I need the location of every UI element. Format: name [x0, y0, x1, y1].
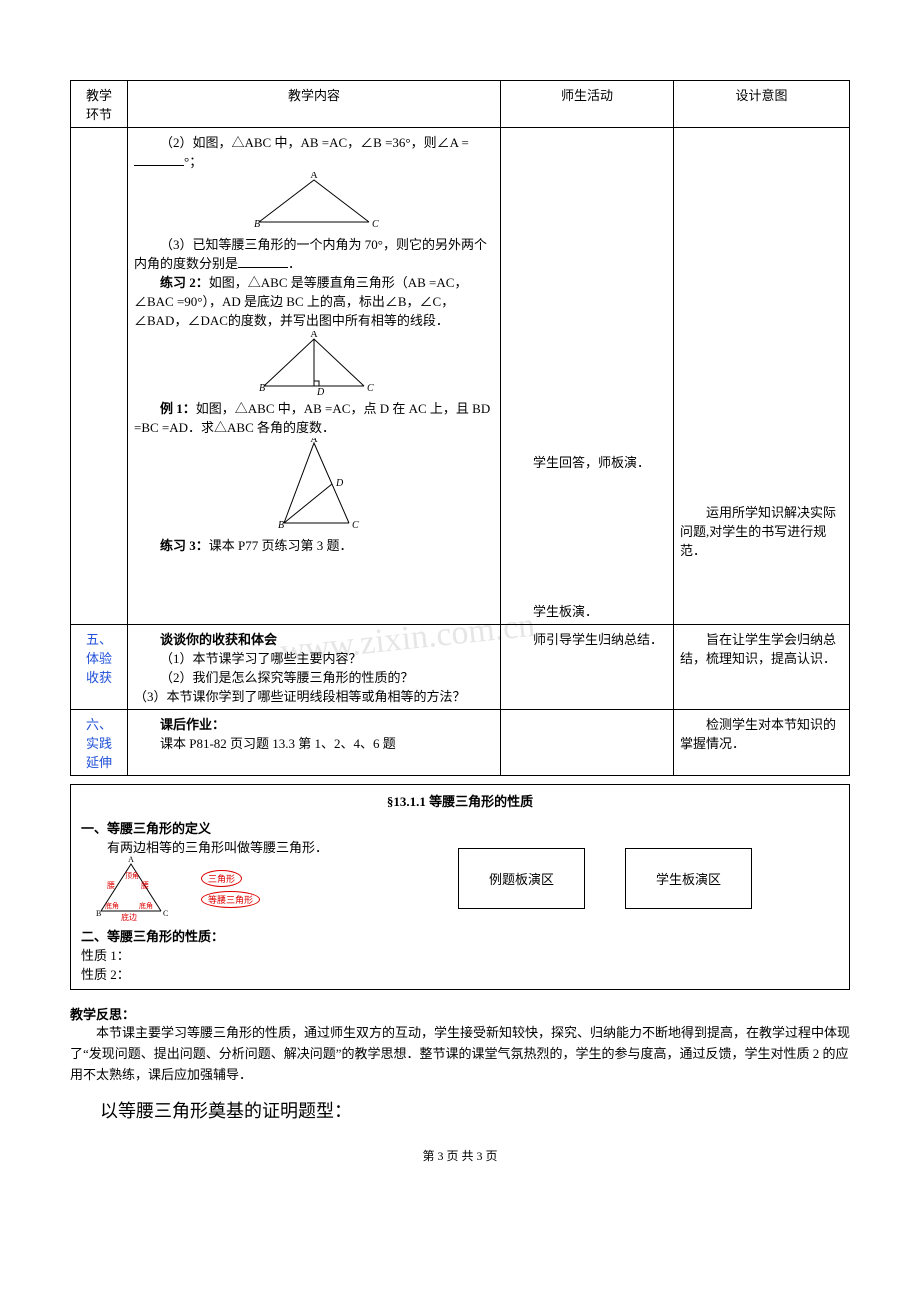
example-demo-box: 例题板演区	[458, 848, 585, 909]
activity-cell: 学生回答，师板演． 学生板演．	[501, 128, 674, 625]
triangle-diagram-2: A B C D	[239, 331, 389, 396]
lesson-table: 教学 环节 教学内容 师生活动 设计意图 （2）如图，△ABC 中，AB =AC…	[70, 80, 850, 776]
exercise-3-text: 课本 P77 页练习第 3 题．	[209, 538, 353, 553]
board-sec1-title: 一、等腰三角形的定义	[81, 818, 341, 837]
teaching-reflection: 教学反思： 本节课主要学习等腰三角形的性质，通过师生双方的互动，学生接受新知较快…	[70, 1004, 850, 1085]
svg-text:B: B	[259, 383, 265, 394]
problem-2-text: （2）如图，△ABC 中，AB =AC，∠B =36°，则∠A =	[160, 135, 469, 150]
reflection-body: 本节课主要学习等腰三角形的性质，通过师生双方的互动，学生接受新知较快，探究、归纳…	[70, 1023, 850, 1085]
header-design: 设计意图	[674, 81, 850, 128]
svg-text:B: B	[278, 520, 284, 531]
table-row: 五、 体验 收获 谈谈你的收获和体会 （1）本节课学习了哪些主要内容？ （2）我…	[71, 625, 850, 710]
design-text: 运用所学知识解决实际问题,对学生的书写进行规范．	[680, 502, 843, 559]
svg-text:D: D	[316, 387, 325, 396]
triangle-diagram-3: A B C D	[254, 438, 374, 533]
problem-3: （3）已知等腰三角形的一个内角为 70°，则它的另外两个内角的度数分别是．	[134, 234, 494, 272]
oval-label-2: 等腰三角形	[201, 891, 260, 908]
problem-2: （2）如图，△ABC 中，AB =AC，∠B =36°，则∠A = °；	[134, 132, 494, 170]
exercise-2-label: 练习 2：	[160, 275, 209, 290]
exercise-3: 练习 3：课本 P77 页练习第 3 题．	[134, 535, 494, 554]
oval-label-1: 三角形	[201, 870, 242, 887]
summary-q3: （3）本节课你学到了哪些证明线段相等或角相等的方法？	[134, 686, 494, 705]
svg-text:C: C	[163, 909, 168, 918]
board-design-table: §13.1.1 等腰三角形的性质 一、等腰三角形的定义 有两边相等的三角形叫做等…	[70, 784, 850, 990]
svg-text:A: A	[128, 856, 134, 864]
activity-5: 师引导学生归纳总结．	[507, 629, 667, 648]
stage-6: 六、 实践 延伸	[71, 710, 128, 776]
table-row: （2）如图，△ABC 中，AB =AC，∠B =36°，则∠A = °； A B…	[71, 128, 850, 625]
summary-q2: （2）我们是怎么探究等腰三角形的性质的？	[134, 667, 494, 686]
design-6: 检测学生对本节知识的掌握情况．	[680, 714, 843, 752]
activity-2: 学生板演．	[507, 601, 667, 620]
student-demo-box: 学生板演区	[625, 848, 752, 909]
page-footer: 第 3 页 共 3 页	[70, 1147, 850, 1164]
header-content: 教学内容	[128, 81, 501, 128]
board-title: §13.1.1 等腰三角形的性质	[81, 791, 839, 810]
labeled-triangle-icon: A B C 腰 腰 顶角 底角 底角 底边	[81, 856, 201, 921]
svg-text:B: B	[254, 219, 260, 230]
design-5: 旨在让学生学会归纳总结，梳理知识，提高认识．	[680, 629, 843, 667]
triangle-diagram-1: A B C	[239, 172, 389, 232]
svg-text:顶角: 顶角	[125, 871, 139, 880]
exercise-3-label: 练习 3：	[160, 538, 209, 553]
stage-5: 五、 体验 收获	[71, 625, 128, 710]
svg-text:底角: 底角	[139, 901, 153, 910]
svg-text:B: B	[96, 909, 101, 918]
final-heading: 以等腰三角形奠基的证明题型：	[100, 1097, 850, 1123]
problem-3-end: ．	[288, 256, 301, 271]
problem-3-text: （3）已知等腰三角形的一个内角为 70°，则它的另外两个内角的度数分别是	[134, 237, 487, 271]
example-1: 例 1：如图，△ABC 中，AB =AC，点 D 在 AC 上，且 BD =BC…	[134, 398, 494, 436]
svg-text:底角: 底角	[105, 901, 119, 910]
board-prop2: 性质 2：	[81, 964, 341, 983]
svg-text:A: A	[310, 438, 318, 445]
svg-text:D: D	[335, 478, 344, 489]
board-sec2-title: 二、等腰三角形的性质：	[81, 926, 341, 945]
summary-title: 谈谈你的收获和体会	[134, 629, 494, 648]
reflection-title: 教学反思：	[70, 1004, 850, 1023]
svg-text:C: C	[367, 383, 374, 394]
svg-text:腰: 腰	[107, 881, 115, 890]
svg-text:A: A	[310, 172, 318, 181]
table-row: 六、 实践 延伸 课后作业： 课本 P81-82 页习题 13.3 第 1、2、…	[71, 710, 850, 776]
problem-2-unit: °；	[184, 154, 202, 169]
example-1-label: 例 1：	[160, 401, 196, 416]
header-activity: 师生活动	[501, 81, 674, 128]
header-stage: 教学 环节	[71, 81, 128, 128]
svg-text:腰: 腰	[141, 881, 149, 890]
exercise-2: 练习 2：如图，△ABC 是等腰直角三角形（AB =AC，∠BAC =90°），…	[134, 272, 494, 329]
board-prop1: 性质 1：	[81, 945, 341, 964]
svg-text:A: A	[310, 331, 318, 340]
svg-text:底边: 底边	[121, 912, 137, 921]
svg-text:C: C	[372, 219, 379, 230]
summary-q1: （1）本节课学习了哪些主要内容？	[134, 648, 494, 667]
homework-body: 课本 P81-82 页习题 13.3 第 1、2、4、6 题	[134, 733, 494, 752]
board-sec1-body: 有两边相等的三角形叫做等腰三角形．	[81, 837, 341, 856]
svg-text:C: C	[352, 520, 359, 531]
homework-title: 课后作业：	[134, 714, 494, 733]
activity-1: 学生回答，师板演．	[507, 452, 667, 471]
design-cell: 运用所学知识解决实际问题,对学生的书写进行规范．	[674, 128, 850, 625]
